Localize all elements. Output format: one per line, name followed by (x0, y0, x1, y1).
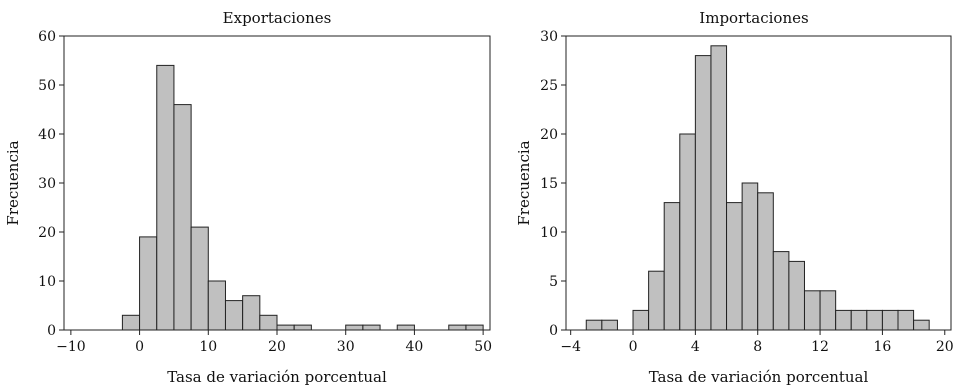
y-tick-label: 15 (540, 176, 558, 192)
y-tick-label: 20 (540, 127, 558, 143)
plot-frame (63, 35, 491, 331)
histogram-bar (803, 290, 821, 331)
histogram-bar (694, 55, 712, 331)
chart-title: Importaciones (699, 9, 808, 27)
histogram-bar (757, 192, 774, 331)
histogram-bar (585, 319, 603, 331)
x-tick-label: 40 (406, 339, 424, 355)
y-tick-label: 10 (540, 225, 558, 241)
y-axis-title: Frecuencia (4, 140, 22, 225)
y-tick-label: 0 (549, 323, 558, 339)
x-tick-label: 0 (135, 339, 144, 355)
y-axis-title: Frecuencia (515, 140, 533, 225)
histogram-bar (881, 309, 899, 331)
histogram-bar (648, 270, 665, 331)
histogram-bar (850, 309, 868, 331)
y-tick-label: 40 (38, 127, 56, 143)
x-tick-label: 20 (936, 339, 954, 355)
histogram-bar (913, 319, 930, 331)
histogram-bar (276, 324, 295, 331)
x-tick-label: 0 (629, 339, 638, 355)
y-tick-label: 5 (549, 274, 558, 290)
y-tick-label: 30 (38, 176, 56, 192)
histogram-bar (242, 295, 261, 331)
histogram-bar (173, 104, 192, 331)
x-tick-label: 10 (199, 339, 217, 355)
histogram-bar (448, 324, 467, 331)
x-tick-label: −10 (56, 339, 86, 355)
histogram-bar (835, 309, 852, 331)
histogram-bar (396, 324, 415, 331)
x-axis-title: Tasa de variación porcentual (649, 368, 869, 386)
histogram-bar (156, 64, 175, 331)
histogram-bar (663, 202, 681, 331)
histogram-bar (632, 309, 650, 331)
x-tick-label: 16 (874, 339, 892, 355)
histogram-bar (897, 309, 915, 331)
histogram-bar (866, 309, 883, 331)
histogram-bar (679, 133, 696, 331)
x-axis-title: Tasa de variación porcentual (167, 368, 387, 386)
x-tick-label: 50 (474, 339, 492, 355)
histogram-bar (190, 226, 209, 331)
histogram-bar (224, 300, 244, 331)
histogram-bar (710, 45, 728, 331)
x-tick-label: 12 (811, 339, 829, 355)
histogram-bar (819, 290, 837, 331)
histogram-bar (465, 324, 484, 331)
histogram-bar (207, 280, 226, 331)
histogram-bar (362, 324, 381, 331)
histogram-panel-2: −4 0 4 8 12 16 20051015202530ImportacionesTasa… (515, 9, 954, 386)
x-tick-label: 30 (337, 339, 355, 355)
y-tick-label: 50 (38, 78, 56, 94)
histogram-bar (772, 251, 790, 331)
y-tick-label: 60 (38, 29, 56, 45)
histogram-bar (293, 324, 312, 331)
histogram-bar (788, 260, 805, 331)
y-tick-label: 10 (38, 274, 56, 290)
y-tick-label: 0 (47, 323, 56, 339)
chart-title: Exportaciones (223, 9, 332, 27)
y-tick-label: 25 (540, 78, 558, 94)
histogram-panel-1: −10 0 10 20 30 40 500102030405060Exportaciones… (4, 9, 492, 386)
x-tick-label: 4 (691, 339, 700, 355)
x-tick-label: 8 (753, 339, 762, 355)
y-tick-label: 30 (540, 29, 558, 45)
x-tick-label: −4 (560, 339, 581, 355)
histogram-bar (741, 182, 759, 331)
histogram-bar (601, 319, 618, 331)
histogram-bar (259, 314, 278, 331)
histogram-bar (726, 202, 743, 331)
y-tick-label: 20 (38, 225, 56, 241)
x-tick-label: 20 (268, 339, 286, 355)
histogram-bar (345, 324, 364, 331)
histogram-bar (121, 314, 141, 331)
histogram-bar (139, 236, 158, 331)
